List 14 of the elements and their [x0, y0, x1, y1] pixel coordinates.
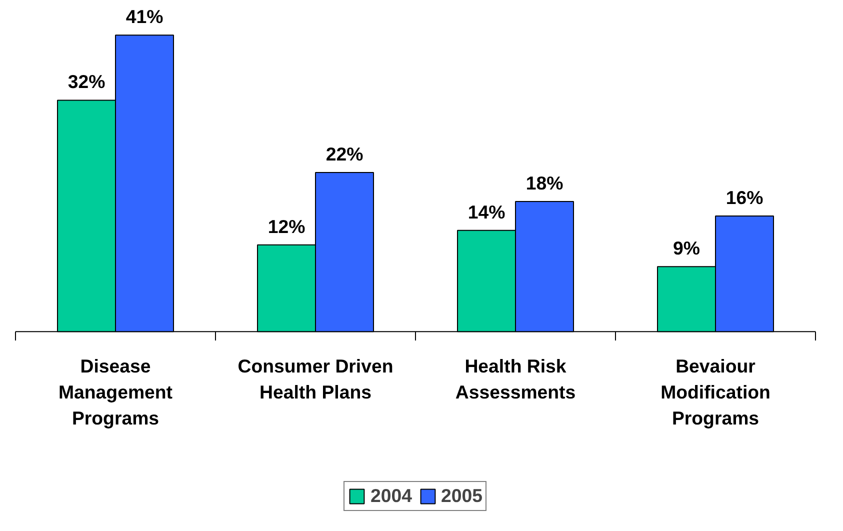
x-tick-label: Health Risk Assessments [455, 355, 576, 402]
legend-label: 2004 [370, 485, 412, 507]
data-label: 32% [68, 71, 106, 92]
x-tick-label: Bevaiour Modification Programs [660, 355, 770, 428]
x-tick-label: Consumer Driven Health Plans [238, 355, 394, 402]
data-label: 12% [268, 216, 306, 237]
data-label: 14% [468, 201, 506, 222]
data-label: 22% [326, 144, 364, 165]
legend-label: 2005 [441, 485, 483, 507]
x-tick-label: Disease Management Programs [58, 355, 173, 428]
data-label: 9% [673, 238, 700, 259]
data-label: 16% [726, 186, 764, 208]
data-label: 18% [526, 172, 564, 194]
data-label: 41% [126, 6, 164, 28]
